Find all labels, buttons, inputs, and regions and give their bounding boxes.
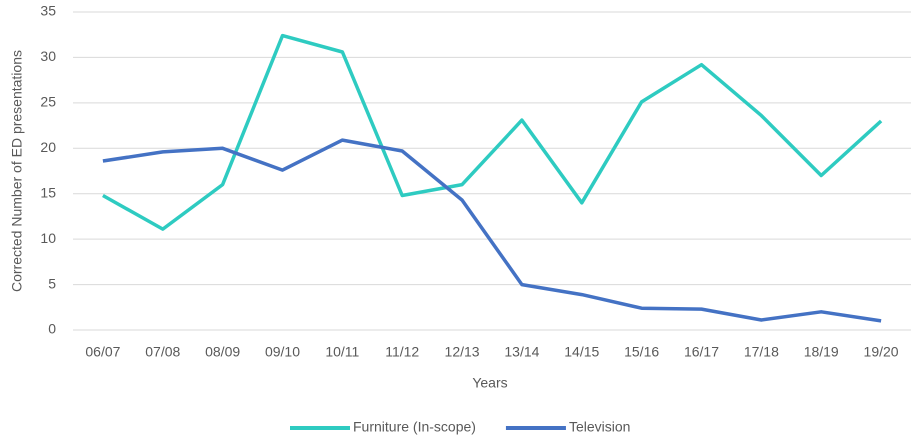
y-tick-label: 10 — [40, 230, 56, 246]
x-tick-label: 14/15 — [564, 344, 599, 360]
x-tick-label: 09/10 — [265, 344, 300, 360]
x-tick-label: 13/14 — [504, 344, 539, 360]
x-tick-label: 07/08 — [145, 344, 180, 360]
y-tick-label: 20 — [40, 139, 56, 155]
x-tick-label: 18/19 — [804, 344, 839, 360]
y-tick-label: 0 — [48, 321, 56, 337]
y-tick-label: 35 — [40, 3, 56, 19]
y-tick-label: 15 — [40, 184, 56, 200]
series-line — [102, 138, 882, 323]
x-tick-label: 08/09 — [205, 344, 240, 360]
x-tick-label: 11/12 — [385, 344, 419, 360]
x-tick-label: 10/11 — [325, 344, 359, 360]
series-line — [102, 33, 883, 231]
y-tick-label: 5 — [48, 275, 56, 291]
legend-label: Furniture (In-scope) — [353, 419, 476, 435]
y-tick-label: 30 — [40, 48, 56, 64]
y-tick-label: 25 — [40, 94, 56, 110]
x-tick-label: 16/17 — [684, 344, 719, 360]
x-tick-label: 15/16 — [624, 344, 659, 360]
legend-label: Television — [569, 419, 630, 435]
y-axis-title: Corrected Number of ED presentations — [9, 50, 25, 292]
x-tick-label: 17/18 — [744, 344, 779, 360]
x-tick-label: 06/07 — [85, 344, 120, 360]
x-tick-label: 19/20 — [864, 344, 899, 360]
x-tick-label: 12/13 — [445, 344, 480, 360]
x-axis-title: Years — [472, 375, 507, 391]
